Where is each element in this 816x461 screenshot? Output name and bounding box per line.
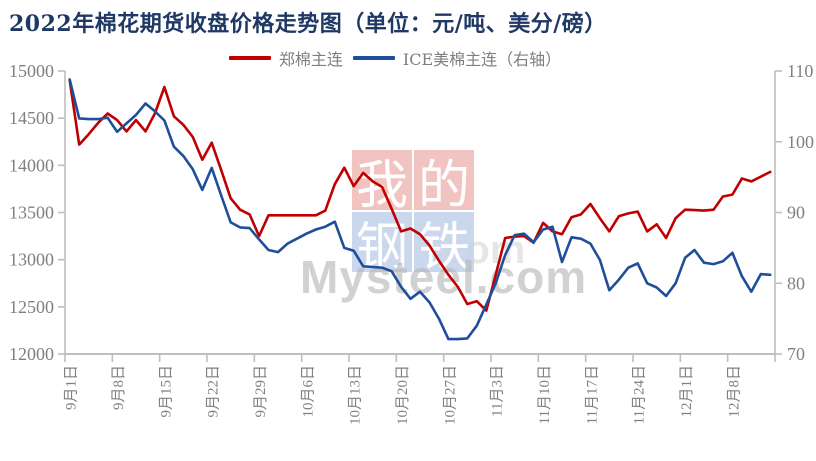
left-axis-tick-label: 13500 [9, 203, 54, 223]
right-axis-tick-label: 110 [787, 61, 813, 81]
legend-item-ice: ICE美棉主连（右轴） [352, 46, 562, 70]
left-axis-tick-label: 14000 [9, 155, 54, 175]
left-axis-tick-label: 15000 [9, 61, 54, 81]
axis-lines [64, 71, 776, 355]
legend-item-zhengmian: 郑棉主连 [228, 46, 343, 70]
legend: 郑棉主连 ICE美棉主连（右轴） [0, 46, 790, 70]
right-axis-tick-label: 70 [787, 344, 805, 364]
x-axis-tick-label: 10月20日 [395, 365, 411, 425]
x-axis-tick-label: 9月29日 [253, 365, 269, 418]
x-axis-tick-label: 11月10日 [537, 365, 553, 424]
blue-line-swatch-icon [352, 56, 395, 60]
series-line-ice [68, 78, 772, 341]
x-axis-tick-label: 10月13日 [348, 365, 364, 425]
right-axis-tick-label: 80 [787, 273, 805, 293]
x-axis-tick-label: 11月17日 [584, 365, 600, 424]
legend-label-zhengmian: 郑棉主连 [278, 50, 343, 69]
left-axis: 15000 14500 14000 13500 13000 12500 12000 [9, 61, 65, 364]
x-axis-tick-label: 11月24日 [632, 365, 648, 424]
left-axis-tick-label: 13000 [9, 250, 54, 270]
x-axis-tick-label: 10月27日 [442, 365, 458, 425]
left-axis-tick-label: 12000 [9, 344, 54, 364]
x-axis-tick-label: 12月1日 [679, 365, 695, 418]
x-axis-tick-label: 10月6日 [300, 365, 316, 418]
x-axis-tick-label: 9月15日 [158, 365, 174, 418]
left-axis-tick-label: 12500 [9, 297, 54, 317]
x-axis-tick-label: 9月8日 [111, 365, 127, 410]
red-line-swatch-icon [228, 56, 271, 60]
x-axis-tick-label: 9月22日 [206, 365, 222, 418]
x-axis-tick-label: 11月3日 [490, 365, 506, 417]
series-line-zhengmian [68, 79, 772, 312]
right-axis: 110 100 90 80 70 [775, 61, 814, 364]
chart-title: 2022年棉花期货收盘价格走势图（单位：元/吨、美分/磅） [9, 11, 607, 37]
x-axis-tick-label: 9月1日 [64, 365, 80, 410]
x-axis: 9月1日 9月8日 9月15日 9月22日 9月29日 10月6日 10月13日 10月20日… [64, 354, 776, 425]
x-axis-tick-label: 12月8日 [726, 365, 742, 418]
right-axis-tick-label: 100 [787, 132, 814, 152]
legend-label-ice: ICE美棉主连（右轴） [402, 50, 562, 69]
right-axis-tick-label: 90 [787, 203, 805, 223]
left-axis-tick-label: 14500 [9, 108, 54, 128]
